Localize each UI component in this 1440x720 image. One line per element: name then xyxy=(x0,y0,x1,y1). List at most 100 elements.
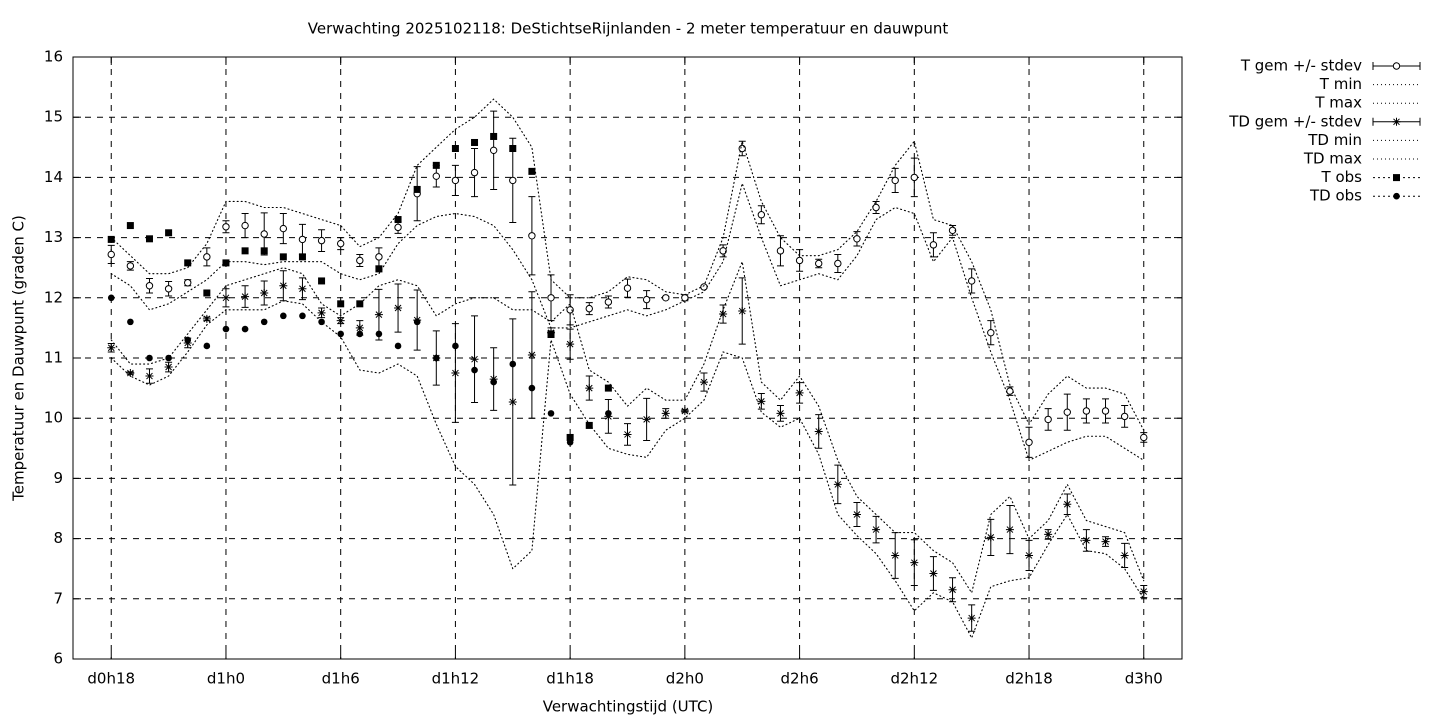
line-series xyxy=(110,98,1145,431)
marker xyxy=(127,318,134,326)
marker xyxy=(203,253,211,261)
marker xyxy=(337,330,344,338)
marker xyxy=(260,288,269,297)
marker xyxy=(509,176,517,185)
marker xyxy=(1392,117,1401,126)
legend-label: T min xyxy=(1319,75,1362,93)
marker xyxy=(375,265,383,273)
marker xyxy=(432,161,440,169)
marker xyxy=(490,378,497,386)
legend-label: TD max xyxy=(1303,150,1362,168)
y-tick-label: 16 xyxy=(44,48,63,66)
marker xyxy=(432,172,440,180)
marker xyxy=(967,614,976,623)
marker xyxy=(145,235,153,243)
marker xyxy=(929,241,938,249)
marker xyxy=(528,384,536,392)
marker xyxy=(317,236,326,245)
y-axis-label: Temperatuur en Dauwpunt (graden C) xyxy=(10,215,28,502)
y-tick-label: 15 xyxy=(44,108,63,126)
marker xyxy=(891,551,900,560)
marker xyxy=(298,253,306,261)
line-series xyxy=(110,300,1145,640)
marker xyxy=(1025,551,1034,560)
marker xyxy=(413,185,421,193)
marker xyxy=(528,232,536,240)
x-tick-label: d1h6 xyxy=(322,670,360,688)
marker xyxy=(623,284,632,292)
y-tick-label: 6 xyxy=(53,650,63,668)
marker xyxy=(299,312,306,320)
marker xyxy=(509,145,517,153)
marker xyxy=(891,176,899,185)
marker xyxy=(680,406,689,415)
marker xyxy=(1393,174,1400,182)
marker xyxy=(470,168,479,177)
marker xyxy=(566,438,574,446)
marker xyxy=(318,318,325,326)
legend-item: TD min xyxy=(1307,131,1420,149)
marker xyxy=(432,354,440,362)
marker xyxy=(1120,412,1129,421)
marker xyxy=(165,354,172,362)
marker xyxy=(566,306,574,314)
marker xyxy=(948,226,957,235)
marker xyxy=(279,253,287,261)
marker xyxy=(795,388,804,397)
y-tick-label: 8 xyxy=(53,529,63,547)
legend-item: TD obs xyxy=(1309,187,1420,205)
legend-label: T obs xyxy=(1321,168,1363,186)
marker xyxy=(222,223,230,231)
x-tick-label: d1h0 xyxy=(207,670,245,688)
marker xyxy=(872,203,880,212)
y-tick-label: 11 xyxy=(44,349,63,367)
plot-border xyxy=(72,56,1183,660)
marker xyxy=(700,283,708,291)
marker xyxy=(471,138,479,146)
legend-label: T gem +/- stdev xyxy=(1240,57,1362,75)
marker xyxy=(471,366,478,374)
marker xyxy=(853,235,861,243)
legend-item: T gem +/- stdev xyxy=(1240,57,1421,75)
legend-item: TD max xyxy=(1303,150,1420,168)
marker xyxy=(852,510,861,519)
marker xyxy=(1101,407,1110,415)
marker xyxy=(452,342,459,350)
marker xyxy=(872,525,881,534)
marker xyxy=(394,304,403,313)
marker xyxy=(337,300,345,308)
marker xyxy=(145,282,154,290)
marker xyxy=(662,294,670,302)
legend-label: TD obs xyxy=(1309,187,1362,205)
marker xyxy=(948,585,957,594)
marker xyxy=(241,247,249,255)
marker xyxy=(356,256,364,265)
marker xyxy=(107,343,116,352)
marker xyxy=(356,330,364,338)
marker xyxy=(355,323,364,332)
marker xyxy=(375,253,383,261)
marker xyxy=(164,363,173,372)
marker xyxy=(834,259,842,268)
marker xyxy=(241,221,249,230)
y-tick-label: 10 xyxy=(44,409,63,427)
marker xyxy=(1392,62,1401,70)
y-tick-label: 7 xyxy=(53,589,63,607)
x-tick-label: d2h18 xyxy=(1005,670,1053,688)
marker xyxy=(605,410,612,417)
marker xyxy=(164,285,173,293)
marker xyxy=(222,325,230,333)
marker xyxy=(126,222,134,230)
marker xyxy=(260,247,268,255)
x-tick-label: d2h6 xyxy=(781,670,819,688)
marker xyxy=(451,369,460,378)
marker xyxy=(241,325,249,333)
marker xyxy=(585,384,594,393)
x-axis-label: Verwachtingstijd (UTC) xyxy=(543,698,714,716)
marker xyxy=(719,310,728,319)
marker xyxy=(527,350,536,359)
marker xyxy=(260,230,268,238)
marker xyxy=(509,360,517,368)
